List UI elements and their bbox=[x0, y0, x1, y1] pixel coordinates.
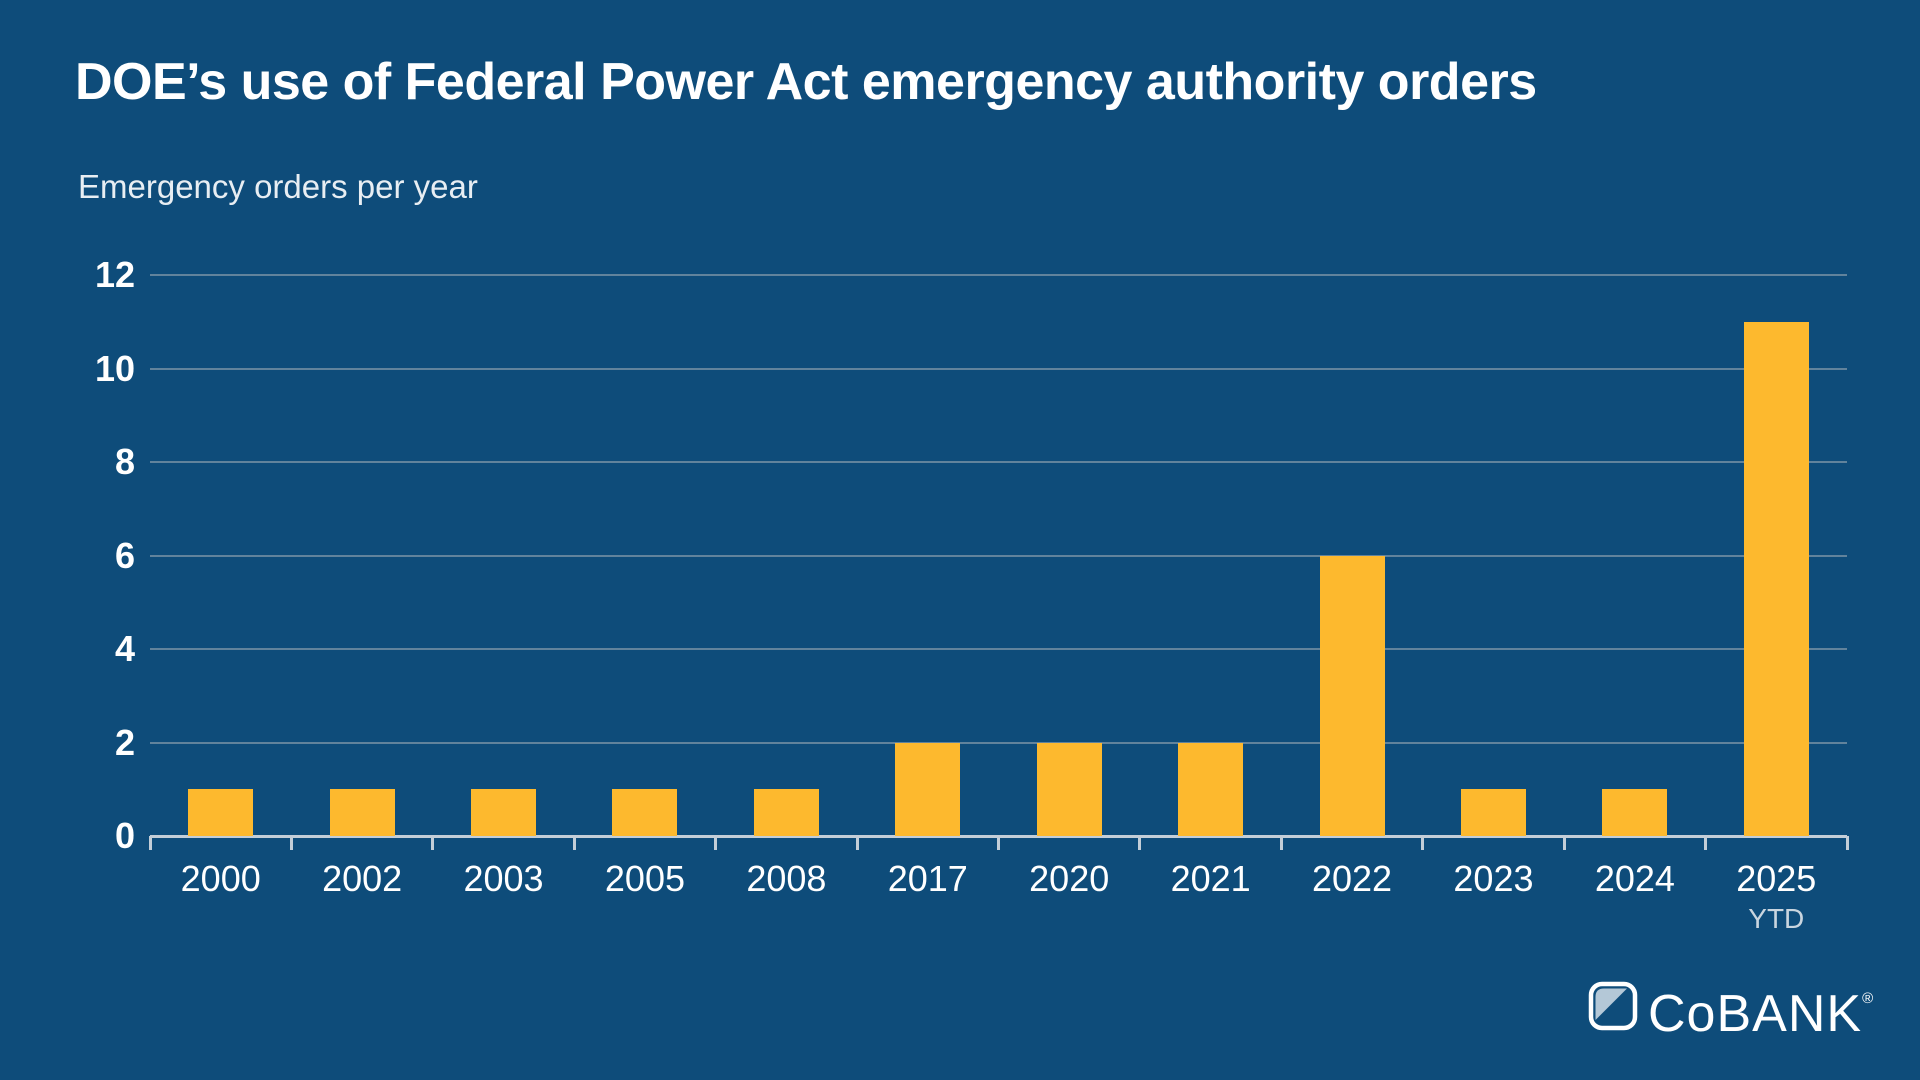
x-axis-label-2008: 2008 bbox=[746, 858, 827, 899]
x-axis-label-2023: 2023 bbox=[1453, 858, 1534, 899]
x-axis-label-2002: 2002 bbox=[322, 858, 403, 899]
gridline bbox=[150, 274, 1847, 276]
x-axis-tick bbox=[714, 836, 718, 850]
x-axis-label-2024: 2024 bbox=[1594, 858, 1675, 899]
x-axis-tick bbox=[1138, 836, 1142, 850]
axis-caption: Emergency orders per year bbox=[78, 168, 478, 205]
bar-2022 bbox=[1319, 555, 1385, 836]
x-axis-tick bbox=[1845, 836, 1849, 850]
gridline bbox=[150, 648, 1847, 650]
x-axis-tick bbox=[1421, 836, 1425, 850]
bar-2021 bbox=[1178, 742, 1244, 836]
registered-trademark-symbol: ® bbox=[1862, 989, 1875, 1007]
cobank-logo: CoBANK® bbox=[1588, 978, 1874, 1042]
x-axis-label-note: YTD bbox=[1748, 903, 1805, 934]
gridline bbox=[150, 461, 1847, 463]
bar-2008 bbox=[753, 789, 819, 836]
gridline bbox=[150, 741, 1847, 744]
x-axis-tick bbox=[148, 836, 152, 850]
x-axis-label-2021: 2021 bbox=[1170, 858, 1251, 899]
x-axis-tick bbox=[1562, 836, 1566, 850]
y-axis-tick-label: 6 bbox=[114, 534, 135, 576]
y-axis-tick-label: 4 bbox=[114, 628, 135, 669]
bar-2003 bbox=[471, 789, 537, 836]
cobank-wordmark: CoBANK® bbox=[1648, 984, 1875, 1043]
gridline bbox=[150, 554, 1847, 557]
gridline bbox=[150, 367, 1847, 370]
x-axis-label-2025: 2025 bbox=[1736, 858, 1817, 899]
bar-2000 bbox=[188, 789, 254, 836]
x-axis-label-2005: 2005 bbox=[604, 858, 685, 899]
x-axis-tick bbox=[289, 836, 293, 850]
y-axis-tick-label: 0 bbox=[114, 815, 135, 856]
x-axis-label-2003: 2003 bbox=[463, 858, 544, 899]
bar-2020 bbox=[1036, 742, 1102, 836]
x-axis-tick bbox=[1704, 836, 1708, 850]
bar-2024 bbox=[1602, 789, 1668, 836]
page-title: DOE’s use of Federal Power Act emergency… bbox=[75, 53, 1537, 111]
bar-2002 bbox=[329, 789, 395, 836]
bar-2017 bbox=[895, 742, 961, 836]
x-axis-tick bbox=[1279, 836, 1283, 850]
y-axis-tick-label: 12 bbox=[94, 254, 135, 295]
y-axis-tick-label: 8 bbox=[114, 441, 135, 482]
x-axis-label-2020: 2020 bbox=[1029, 858, 1110, 899]
x-axis-tick bbox=[572, 836, 576, 850]
x-axis-tick bbox=[431, 836, 435, 850]
x-axis-tick bbox=[855, 836, 859, 850]
y-axis-tick-label: 2 bbox=[114, 721, 135, 763]
x-axis-label-2022: 2022 bbox=[1311, 858, 1393, 899]
bar-2025 bbox=[1743, 321, 1809, 836]
x-axis-label-2000: 2000 bbox=[180, 858, 261, 899]
bar-2005 bbox=[612, 789, 678, 836]
x-axis-tick bbox=[997, 836, 1000, 850]
x-axis-label-2017: 2017 bbox=[887, 858, 968, 899]
y-axis-tick-label: 10 bbox=[94, 347, 135, 389]
cobank-logo-icon bbox=[1588, 981, 1638, 1031]
bar-2023 bbox=[1460, 789, 1526, 836]
